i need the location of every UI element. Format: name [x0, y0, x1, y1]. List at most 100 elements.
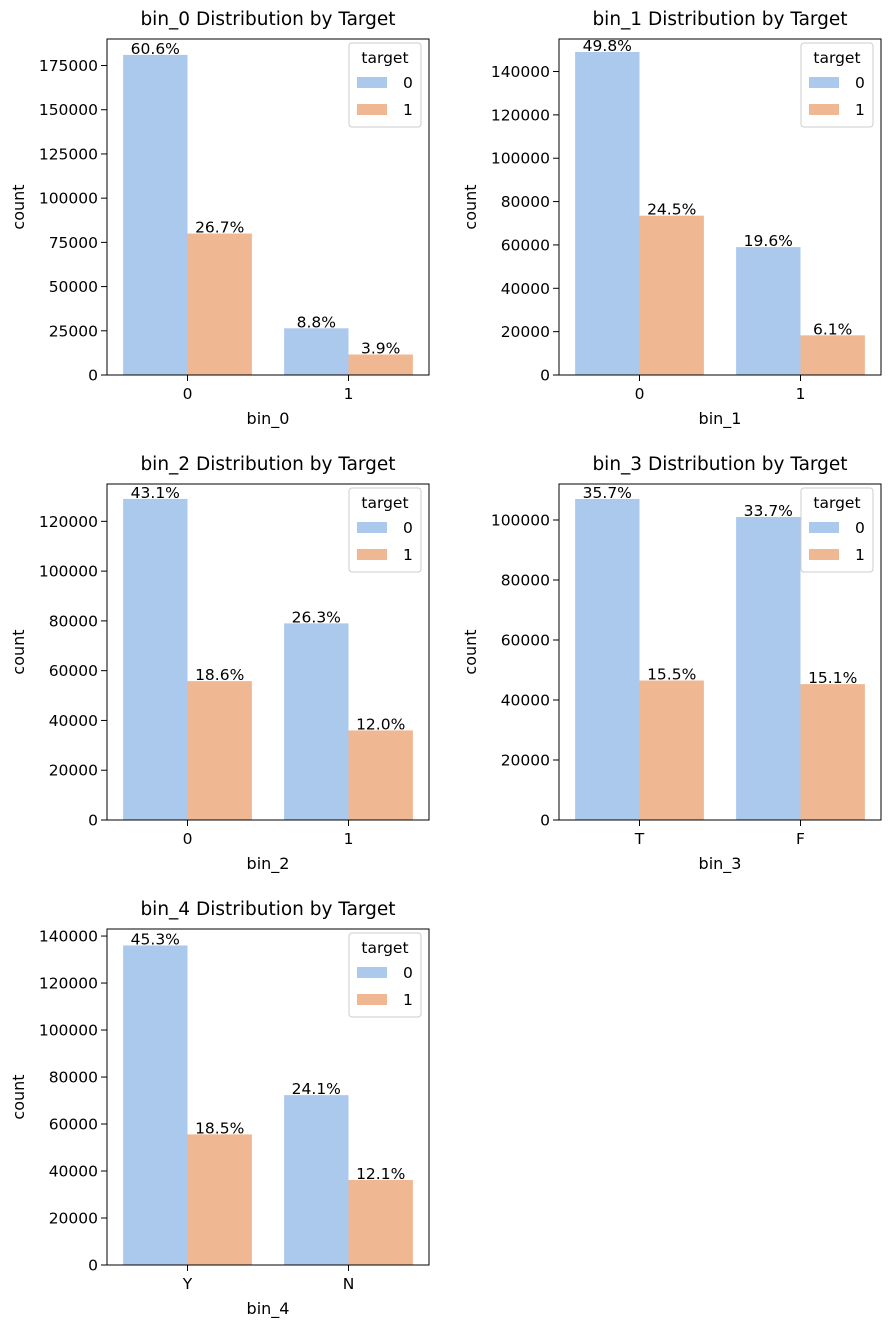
y-axis-label: count: [461, 184, 480, 229]
bar-data-label: 35.7%: [583, 484, 632, 502]
y-tick-label: 80000: [49, 612, 98, 630]
bar-target-1-1: [348, 730, 413, 820]
chart-panel-3: bin_3 Distribution by Target 35.7% 33.7% 15…: [461, 454, 882, 874]
bar-data-label: 33.7%: [744, 502, 793, 520]
bar-data-label: 12.0%: [356, 715, 405, 733]
bar-data-label: 26.3%: [292, 608, 341, 626]
bar-data-label: 18.5%: [195, 1119, 244, 1137]
x-tick-label: 0: [635, 385, 645, 403]
chart-title: bin_4 Distribution by Target: [140, 899, 395, 920]
legend-label: 1: [403, 991, 413, 1009]
legend-swatch-1: [809, 104, 839, 115]
bar-target-0-Y: [123, 945, 188, 1265]
y-axis-label: count: [9, 1074, 28, 1119]
y-tick-label: 120000: [39, 513, 98, 531]
y-tick-label: 20000: [49, 1210, 98, 1228]
legend-label: 0: [403, 519, 413, 537]
y-tick-label: 25000: [49, 322, 98, 340]
y-tick-label: 175000: [39, 57, 98, 75]
legend-title: target: [813, 49, 860, 67]
y-tick-label: 80000: [49, 1069, 98, 1087]
legend-swatch-1: [357, 994, 387, 1005]
bar-target-1-1: [348, 354, 413, 375]
legend-title: target: [813, 494, 860, 512]
legend-title: target: [361, 494, 408, 512]
legend-swatch-1: [809, 549, 839, 560]
y-tick-label: 140000: [39, 928, 98, 946]
y-tick-label: 80000: [501, 193, 550, 211]
bar-target-1-1: [800, 335, 865, 375]
bar-target-1-0: [187, 233, 252, 375]
bar-target-0-1: [284, 623, 349, 820]
x-tick-label: 1: [344, 830, 354, 848]
y-tick-label: 40000: [501, 692, 550, 710]
bar-data-label: 60.6%: [131, 40, 180, 58]
y-tick-label: 150000: [39, 101, 98, 119]
plot-frame: [106, 38, 430, 376]
legend-title: target: [361, 49, 408, 67]
bar-data-label: 24.5%: [647, 201, 696, 219]
y-tick-label: 100000: [491, 150, 550, 168]
y-tick-label: 100000: [39, 1022, 98, 1040]
bar-data-label: 15.5%: [647, 666, 696, 684]
y-tick-label: 120000: [491, 106, 550, 124]
bar-target-1-0: [639, 215, 704, 375]
y-tick-label: 140000: [491, 63, 550, 81]
chart-title: bin_0 Distribution by Target: [140, 9, 395, 30]
y-tick-label: 75000: [49, 234, 98, 252]
bar-data-label: 6.1%: [813, 320, 852, 338]
x-axis-label: bin_4: [247, 1299, 290, 1319]
legend-label: 1: [855, 101, 865, 119]
chart-title: bin_2 Distribution by Target: [140, 454, 395, 475]
y-tick-label: 0: [540, 812, 550, 830]
legend-swatch-0: [809, 77, 839, 88]
bar-target-0-N: [284, 1095, 349, 1265]
y-tick-label: 40000: [49, 1163, 98, 1181]
bar-data-label: 24.1%: [292, 1080, 341, 1098]
y-tick-label: 0: [88, 367, 98, 385]
legend-label: 1: [855, 546, 865, 564]
x-tick-label: 0: [183, 385, 193, 403]
chart-panel-4: bin_4 Distribution by Target45.3%24.1%18…: [9, 899, 430, 1319]
bar-data-label: 45.3%: [131, 930, 180, 948]
x-tick-label: N: [343, 1275, 355, 1293]
y-tick-label: 0: [88, 812, 98, 830]
legend-swatch-1: [357, 104, 387, 115]
x-tick-label: F: [796, 830, 805, 848]
x-axis-label: bin_3: [699, 854, 742, 874]
x-axis-label: bin_1: [699, 409, 742, 429]
chart-panel-0: bin_0 Distribution by Target 60.6% 8.8% 26.…: [9, 9, 430, 429]
chart-panel-1: bin_1 Distribution by Target 49.8% 19.6% 24…: [461, 9, 882, 429]
bar-data-label: 12.1%: [356, 1165, 405, 1183]
bar-target-0-0: [123, 498, 188, 820]
legend-swatch-0: [809, 522, 839, 533]
bar-target-1-F: [800, 684, 865, 820]
y-tick-label: 100000: [491, 512, 550, 530]
x-axis-label: bin_2: [247, 854, 290, 874]
bar-target-0-T: [575, 499, 640, 820]
bar-target-0-1: [736, 247, 801, 375]
legend-swatch-1: [357, 549, 387, 560]
y-tick-label: 60000: [49, 1116, 98, 1134]
chart-title: bin_3 Distribution by Target: [592, 454, 847, 475]
bar-data-label: 19.6%: [744, 232, 793, 250]
x-tick-label: Y: [182, 1275, 193, 1293]
y-axis-label: count: [461, 629, 480, 674]
y-tick-label: 0: [88, 1257, 98, 1275]
y-tick-label: 20000: [501, 323, 550, 341]
bar-data-label: 3.9%: [361, 339, 400, 357]
bar-target-1-N: [348, 1179, 413, 1265]
y-axis-label: count: [9, 184, 28, 229]
legend-label: 1: [403, 101, 413, 119]
y-tick-label: 0: [540, 367, 550, 385]
bar-data-label: 49.8%: [583, 37, 632, 55]
bar-data-label: 8.8%: [297, 313, 336, 331]
y-tick-label: 50000: [49, 278, 98, 296]
legend-swatch-0: [357, 967, 387, 978]
y-tick-label: 100000: [39, 190, 98, 208]
y-tick-label: 100000: [39, 563, 98, 581]
legend-swatch-0: [357, 77, 387, 88]
legend-swatch-0: [357, 522, 387, 533]
x-tick-label: 1: [344, 385, 354, 403]
legend: target 0 1: [348, 42, 422, 128]
